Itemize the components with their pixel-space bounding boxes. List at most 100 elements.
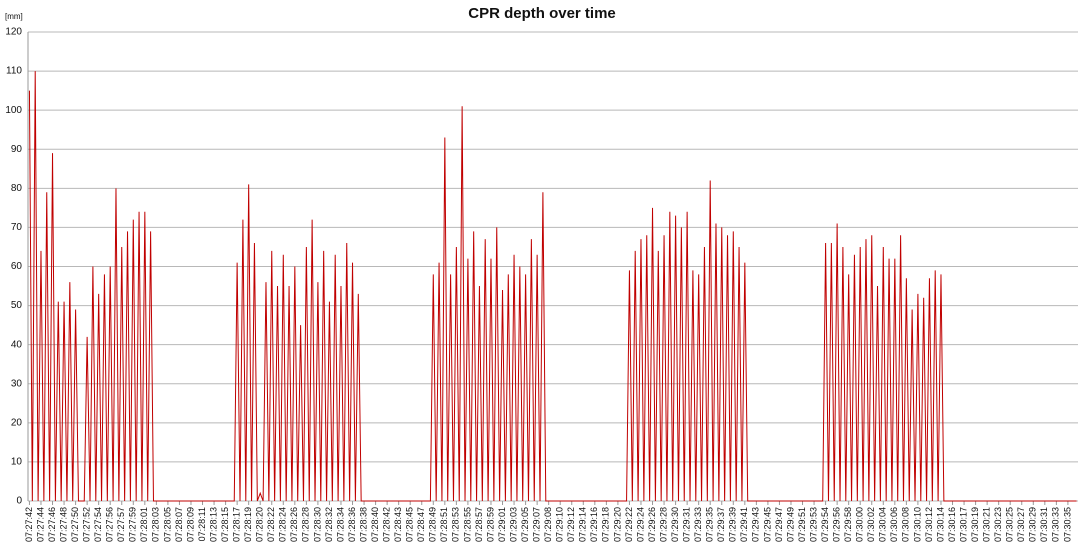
- y-tick-label: 90: [11, 144, 23, 155]
- x-tick-label: 07:29:10: [555, 507, 565, 542]
- x-tick-label: 07:29:08: [543, 507, 553, 542]
- x-tick-label: 07:29:49: [785, 507, 795, 542]
- x-tick-label: 07:29:28: [658, 507, 668, 542]
- x-tick-label: 07:28:59: [485, 507, 495, 542]
- x-tick-label: 07:29:22: [624, 507, 634, 542]
- x-tick-label: 07:30:23: [993, 507, 1003, 542]
- x-tick-label: 07:27:57: [116, 507, 126, 542]
- x-tick-label: 07:28:05: [162, 507, 172, 542]
- x-tick-label: 07:29:33: [693, 507, 703, 542]
- x-tick-label: 07:29:30: [670, 507, 680, 542]
- y-tick-label: 0: [16, 496, 22, 507]
- y-tick-label: 10: [11, 457, 23, 468]
- y-tick-label: 120: [5, 27, 22, 38]
- y-tick-label: 30: [11, 378, 23, 389]
- x-tick-label: 07:28:45: [405, 507, 415, 542]
- y-tick-label: 50: [11, 300, 23, 311]
- x-tick-label: 07:30:27: [1016, 507, 1026, 542]
- x-tick-label: 07:29:20: [612, 507, 622, 542]
- x-tick-label: 07:28:11: [197, 507, 207, 541]
- x-tick-label: 07:30:31: [1039, 507, 1049, 542]
- x-tick-label: 07:29:58: [843, 507, 853, 542]
- y-tick-label: 40: [11, 339, 23, 350]
- x-tick-label: 07:27:46: [47, 507, 57, 542]
- y-tick-label: 70: [11, 222, 23, 233]
- x-tick-label: 07:28:34: [335, 507, 345, 542]
- x-tick-label: 07:30:12: [924, 507, 934, 542]
- x-tick-label: 07:28:01: [139, 507, 149, 542]
- x-tick-label: 07:28:09: [185, 507, 195, 542]
- x-tick-label: 07:28:15: [220, 507, 230, 542]
- x-tick-label: 07:27:44: [35, 507, 45, 542]
- x-tick-label: 07:28:51: [439, 507, 449, 542]
- x-tick-label: 07:29:37: [716, 507, 726, 542]
- x-tick-label: 07:29:35: [705, 507, 715, 542]
- x-tick-label: 07:29:45: [762, 507, 772, 542]
- x-tick-label: 07:28:13: [208, 507, 218, 542]
- x-tick-label: 07:29:07: [532, 507, 542, 542]
- x-tick-label: 07:28:17: [232, 507, 242, 542]
- y-tick-label: 110: [6, 66, 22, 77]
- y-tick-label: 80: [11, 183, 23, 194]
- x-tick-label: 07:28:22: [266, 507, 276, 542]
- x-tick-label: 07:28:55: [462, 507, 472, 542]
- x-tick-label: 07:28:32: [324, 507, 334, 542]
- x-tick-label: 07:28:03: [151, 507, 161, 542]
- x-tick-label: 07:30:10: [912, 507, 922, 542]
- x-tick-label: 07:29:39: [728, 507, 738, 542]
- x-tick-label: 07:29:24: [635, 507, 645, 542]
- y-tick-label: 20: [11, 417, 23, 428]
- x-tick-label: 07:29:31: [682, 507, 692, 542]
- x-tick-label: 07:29:43: [751, 507, 761, 542]
- x-tick-label: 07:28:26: [289, 507, 299, 542]
- x-tick-label: 07:30:14: [935, 507, 945, 542]
- x-tick-label: 07:29:41: [739, 507, 749, 542]
- x-tick-label: 07:29:53: [808, 507, 818, 542]
- x-tick-label: 07:27:50: [70, 507, 80, 542]
- x-tick-label: 07:29:54: [820, 507, 830, 542]
- x-tick-label: 07:29:01: [497, 507, 507, 542]
- x-tick-label: 07:28:28: [301, 507, 311, 542]
- x-tick-label: 07:28:20: [255, 507, 265, 542]
- x-tick-label: 07:28:42: [382, 507, 392, 542]
- x-tick-label: 07:27:48: [58, 507, 68, 542]
- x-tick-label: 07:29:26: [647, 507, 657, 542]
- x-tick-label: 07:30:25: [1005, 507, 1015, 542]
- x-tick-label: 07:30:33: [1051, 507, 1061, 542]
- y-axis-label: [mm]: [5, 12, 23, 21]
- x-tick-label: 07:30:16: [947, 507, 957, 542]
- x-tick-label: 07:29:47: [774, 507, 784, 542]
- x-tick-label: 07:30:17: [958, 507, 968, 542]
- x-tick-label: 07:28:49: [428, 507, 438, 542]
- x-tick-label: 07:30:06: [889, 507, 899, 542]
- x-tick-label: 07:29:56: [832, 507, 842, 542]
- x-tick-label: 07:27:42: [24, 507, 34, 542]
- x-tick-label: 07:29:51: [797, 507, 807, 542]
- x-tick-label: 07:30:29: [1028, 507, 1038, 542]
- x-tick-label: 07:30:19: [970, 507, 980, 542]
- x-tick-label: 07:28:30: [312, 507, 322, 542]
- x-tick-label: 07:30:02: [866, 507, 876, 542]
- x-tick-label: 07:30:35: [1062, 507, 1072, 542]
- x-tick-label: 07:27:56: [105, 507, 115, 542]
- x-tick-label: 07:28:36: [347, 507, 357, 542]
- x-tick-label: 07:28:43: [393, 507, 403, 542]
- y-tick-label: 100: [5, 105, 22, 116]
- x-tick-label: 07:27:59: [128, 507, 138, 542]
- x-tick-label: 07:28:40: [370, 507, 380, 542]
- x-tick-label: 07:28:57: [474, 507, 484, 542]
- x-tick-label: 07:28:07: [174, 507, 184, 542]
- x-tick-label: 07:28:38: [358, 507, 368, 542]
- x-tick-label: 07:28:24: [278, 507, 288, 542]
- x-tick-label: 07:29:05: [520, 507, 530, 542]
- x-tick-label: 07:27:52: [82, 507, 92, 542]
- x-tick-label: 07:29:14: [578, 507, 588, 542]
- x-tick-label: 07:30:04: [878, 507, 888, 542]
- x-tick-label: 07:28:53: [451, 507, 461, 542]
- x-tick-label: 07:30:00: [855, 507, 865, 542]
- x-tick-label: 07:29:03: [508, 507, 518, 542]
- x-tick-label: 07:28:19: [243, 507, 253, 542]
- y-tick-label: 60: [11, 261, 23, 272]
- chart-title: CPR depth over time: [468, 5, 616, 22]
